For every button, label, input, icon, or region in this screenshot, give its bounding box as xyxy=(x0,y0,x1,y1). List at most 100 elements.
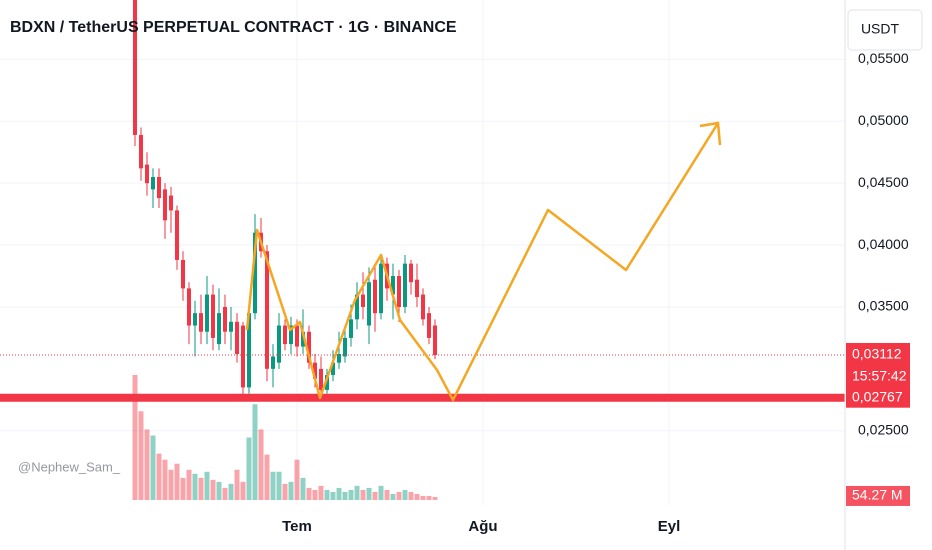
volume-bar xyxy=(246,437,252,500)
candle-body xyxy=(241,325,245,388)
volume-bar xyxy=(252,404,258,500)
currency-label[interactable]: USDT xyxy=(861,21,900,37)
candle-body xyxy=(295,325,299,347)
y-tick-label: 0,04000 xyxy=(858,236,909,252)
volume-bar xyxy=(288,481,294,500)
volume-bar xyxy=(192,473,198,500)
candle-body xyxy=(181,259,185,289)
candle-body xyxy=(343,337,347,357)
candle-body xyxy=(373,279,377,314)
candle-body xyxy=(349,319,353,338)
y-tick-label: 0,05500 xyxy=(858,50,909,66)
volume-bar xyxy=(300,477,306,500)
volume-bar xyxy=(348,489,354,500)
volume-bar xyxy=(390,493,396,500)
volume-bar xyxy=(186,469,192,500)
x-tick-label: Eyl xyxy=(658,518,681,535)
volume-bar xyxy=(306,487,312,500)
y-tick-label: 0,03500 xyxy=(858,298,909,314)
volume-bar xyxy=(168,469,174,500)
y-tick-label: 0,04500 xyxy=(858,174,909,190)
chart-title: BDXN / TetherUS PERPETUAL CONTRACT · 1G … xyxy=(10,19,457,36)
candle-body xyxy=(421,294,425,320)
currency-button[interactable] xyxy=(847,9,923,51)
candle-body xyxy=(133,0,137,135)
volume-bar xyxy=(276,471,282,500)
volume-bar xyxy=(204,471,210,500)
volume-bar xyxy=(216,481,222,500)
volume-bar xyxy=(324,489,330,500)
volume-bar xyxy=(342,491,348,500)
volume-bar xyxy=(294,459,300,500)
volume-bar xyxy=(432,496,438,500)
y-tick-label: 0,05000 xyxy=(858,112,909,128)
volume-bar xyxy=(132,375,138,500)
candle-body xyxy=(415,279,419,298)
volume-bar xyxy=(282,483,288,500)
countdown-label: 15:57:42 xyxy=(852,368,907,384)
candle-body xyxy=(283,325,287,345)
projection-path xyxy=(245,122,720,402)
candle-body xyxy=(199,313,203,332)
volume-bar xyxy=(366,487,372,500)
volume-bar xyxy=(264,454,270,500)
candle-body xyxy=(187,288,191,326)
candle-body xyxy=(397,276,401,307)
last-price-label: 0,03112 xyxy=(852,346,902,362)
volume-bar xyxy=(372,491,378,500)
candle-body xyxy=(355,294,359,320)
candle-body xyxy=(223,306,227,332)
x-tick-label: Tem xyxy=(282,518,312,535)
candle-body xyxy=(265,251,269,369)
candle-body xyxy=(331,362,335,376)
candle-body xyxy=(325,375,329,390)
volume-bar xyxy=(228,483,234,500)
x-tick-label: Ağu xyxy=(468,518,497,535)
volume-bar xyxy=(240,481,246,500)
candle-body xyxy=(175,210,179,260)
candle-body xyxy=(211,294,215,338)
volume-label: 54.27 M xyxy=(852,487,903,503)
projection-arrowhead xyxy=(699,121,722,146)
candle-body xyxy=(313,362,317,379)
y-tick-label: 0,02500 xyxy=(858,421,909,437)
volume-bar xyxy=(174,463,180,500)
candle-body xyxy=(157,176,161,199)
support-label-box xyxy=(846,387,910,408)
volume-bar xyxy=(336,487,342,500)
candle-body xyxy=(433,325,437,355)
volume-bar xyxy=(150,435,156,500)
candle-body xyxy=(361,294,365,307)
candle-body xyxy=(301,331,305,347)
grid xyxy=(0,0,845,505)
candle-body xyxy=(379,263,383,314)
candle-body xyxy=(319,368,323,390)
candle-body xyxy=(367,282,371,326)
volume-bar xyxy=(144,429,150,500)
candle-body xyxy=(205,294,209,332)
volume-bar xyxy=(156,453,162,500)
candle-body xyxy=(409,263,413,283)
volume-bar xyxy=(396,491,402,500)
volume-bar xyxy=(378,485,384,500)
candle-body xyxy=(151,176,155,190)
candle-body xyxy=(217,313,221,345)
candle-body xyxy=(307,331,311,363)
price-axis: 0,02500 0,03500 0,04000 0,04500 0,05000 0,055… xyxy=(858,50,909,437)
plot-area xyxy=(0,0,845,500)
support-label: 0,02767 xyxy=(852,388,903,404)
candle-body xyxy=(289,325,293,345)
last-price-box xyxy=(846,342,910,389)
volume-bar xyxy=(234,469,240,500)
volume-bar xyxy=(360,489,366,500)
volume-bar xyxy=(384,489,390,500)
candle-body xyxy=(337,353,341,363)
volume-bar xyxy=(270,471,276,500)
candle-body xyxy=(427,313,431,338)
volume-bar xyxy=(414,493,420,500)
candle-body xyxy=(271,356,275,369)
watermark: @Nephew_Sam_ xyxy=(18,459,121,474)
volume-label-box xyxy=(846,485,910,506)
